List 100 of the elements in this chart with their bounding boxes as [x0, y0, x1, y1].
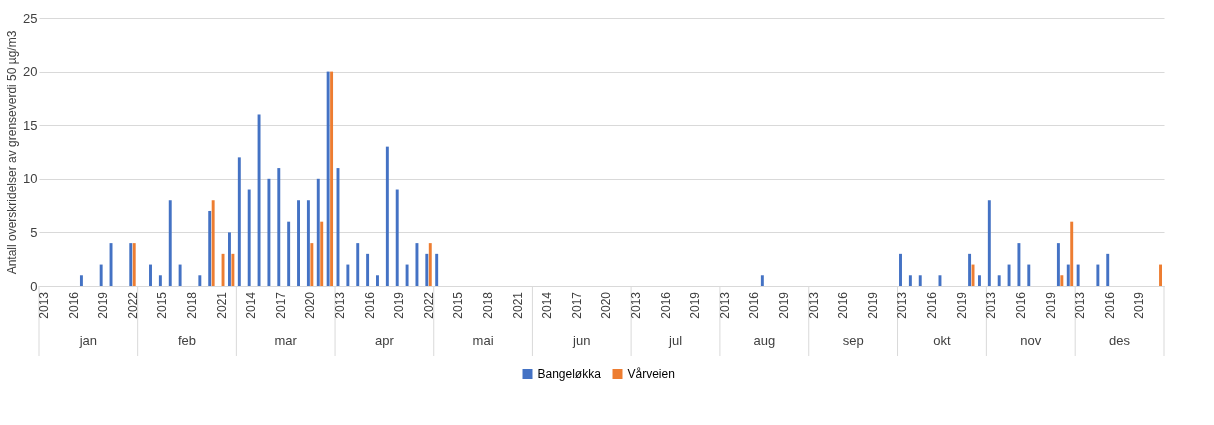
x-tick-label: 2018	[481, 291, 496, 319]
x-tick-label: 2020	[303, 291, 318, 319]
bar	[1159, 264, 1162, 286]
bar	[435, 253, 439, 286]
x-tick-label: 2013	[717, 291, 732, 319]
bar	[158, 275, 162, 286]
bar	[287, 221, 291, 286]
bar	[257, 114, 261, 286]
text: nov	[1020, 333, 1042, 348]
bar	[997, 275, 1001, 286]
y-tick-label: 5	[30, 224, 38, 240]
bar	[237, 157, 241, 286]
x-tick-label: 2017	[273, 291, 288, 319]
bar	[971, 264, 975, 286]
x-tick-label: 2020	[599, 291, 614, 319]
bar	[899, 253, 902, 286]
x-tick-label: 2013	[629, 291, 644, 319]
bar	[415, 243, 419, 286]
x-tick-label: 2014	[540, 291, 555, 319]
x-tick-label: 2019	[688, 291, 703, 319]
bar	[385, 146, 389, 286]
bar	[99, 264, 103, 286]
x-tick-label: 2016	[1013, 291, 1028, 319]
x-tick-label: 2019	[1043, 291, 1058, 319]
bar	[277, 168, 281, 286]
text: sep	[842, 333, 864, 348]
bar	[267, 178, 271, 286]
x-tick-label: 2013	[1073, 291, 1088, 319]
bar	[425, 253, 429, 286]
bar	[1060, 275, 1064, 286]
text: jul	[668, 333, 683, 348]
y-axis-title: Antall overskridelser av grenseverdi 50 µg/m3	[5, 30, 20, 275]
x-tick-label: 2013	[806, 291, 821, 319]
y-tick-label: 15	[23, 117, 38, 133]
bar	[977, 275, 981, 286]
text: apr	[375, 333, 395, 348]
x-tick-label: 2018	[184, 291, 199, 319]
x-tick-label: 2016	[1102, 291, 1117, 319]
bar	[306, 200, 310, 286]
text: mar	[274, 333, 298, 348]
bar	[987, 200, 991, 286]
x-tick-label: 2019	[392, 291, 407, 319]
bar	[208, 210, 212, 286]
bar	[79, 275, 83, 286]
bar	[149, 264, 152, 286]
bar	[1076, 264, 1080, 286]
y-tick-label: 10	[23, 171, 38, 187]
y-tick-label: 0	[30, 278, 38, 294]
text: aug	[753, 333, 776, 348]
text: jun	[572, 333, 591, 348]
x-tick-label: 2019	[954, 291, 969, 319]
x-tick-label: 2017	[569, 291, 584, 319]
x-tick-label: 2013	[984, 291, 999, 319]
bar	[168, 200, 172, 286]
text: jan	[78, 333, 98, 348]
bar	[1007, 264, 1011, 286]
bar	[330, 71, 334, 286]
bar	[247, 189, 251, 286]
bar	[968, 253, 972, 286]
x-tick-label: 2022	[125, 291, 140, 319]
bar	[198, 275, 202, 286]
x-tick-label: 2015	[451, 291, 466, 319]
y-tick-label: 20	[23, 64, 38, 80]
x-tick-label: 2015	[155, 291, 170, 319]
x-tick-label: 2016	[362, 291, 377, 319]
bar	[428, 243, 432, 286]
y-tick-label: 25	[23, 10, 38, 26]
x-tick-label: 2013	[332, 291, 347, 319]
x-tick-label: 2016	[836, 291, 851, 319]
x-tick-label: 2022	[421, 291, 436, 319]
x-tick-label: 2019	[777, 291, 792, 319]
bar	[356, 243, 360, 286]
bar	[1096, 264, 1100, 286]
x-tick-label: 2021	[510, 291, 525, 319]
legend-label: Vårveien	[627, 367, 675, 381]
bar	[316, 178, 320, 286]
bar	[908, 275, 912, 286]
legend-label: Bangeløkka	[537, 367, 602, 381]
text: des	[1109, 333, 1131, 348]
text: mai	[472, 333, 494, 348]
x-tick-label: 2013	[895, 291, 910, 319]
bar	[310, 243, 314, 286]
x-tick-label: 2016	[658, 291, 673, 319]
x-tick-label: 2019	[865, 291, 880, 319]
bar	[1027, 264, 1031, 286]
bar	[326, 71, 330, 286]
bar	[376, 275, 379, 286]
text: okt	[933, 333, 952, 348]
bar	[405, 264, 409, 286]
bar	[211, 200, 215, 286]
x-tick-label: 2014	[244, 291, 259, 319]
text: feb	[177, 333, 197, 348]
bar	[1066, 264, 1070, 286]
bar	[297, 200, 300, 286]
bar	[760, 275, 764, 286]
bar	[221, 253, 225, 286]
bar	[227, 232, 231, 286]
x-tick-label: 2016	[747, 291, 762, 319]
bar	[1070, 221, 1074, 286]
bar	[231, 253, 235, 286]
